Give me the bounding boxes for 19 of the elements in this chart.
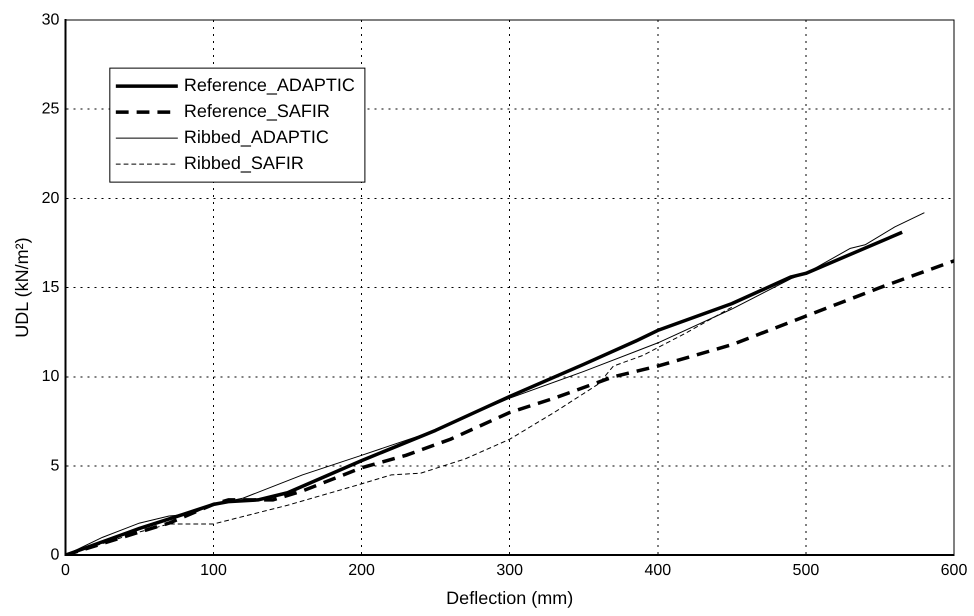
x-tick-label: 100 [200,562,227,580]
legend-label: Ribbed_ADAPTIC [184,127,329,148]
x-tick-label: 500 [792,562,820,580]
x-axis-title: Deflection (mm) [446,588,574,608]
y-tick-label: 5 [50,457,60,474]
x-tick-label: 200 [348,562,376,580]
x-tick-label: 600 [940,562,968,580]
legend-label: Reference_ADAPTIC [184,75,355,96]
y-tick-label: 15 [42,279,60,296]
legend-label: Reference_SAFIR [184,101,330,122]
legend-label: Ribbed_SAFIR [184,153,304,174]
y-tick-label: 20 [42,190,60,207]
x-tick-label: 300 [496,562,524,580]
y-tick-label: 30 [42,11,60,28]
y-tick-label: 25 [42,100,60,118]
y-axis-title: UDL (kN/m²) [12,237,32,338]
y-tick-label: 0 [50,546,60,564]
x-tick-label: 400 [644,562,672,580]
y-tick-label: 10 [42,368,60,386]
